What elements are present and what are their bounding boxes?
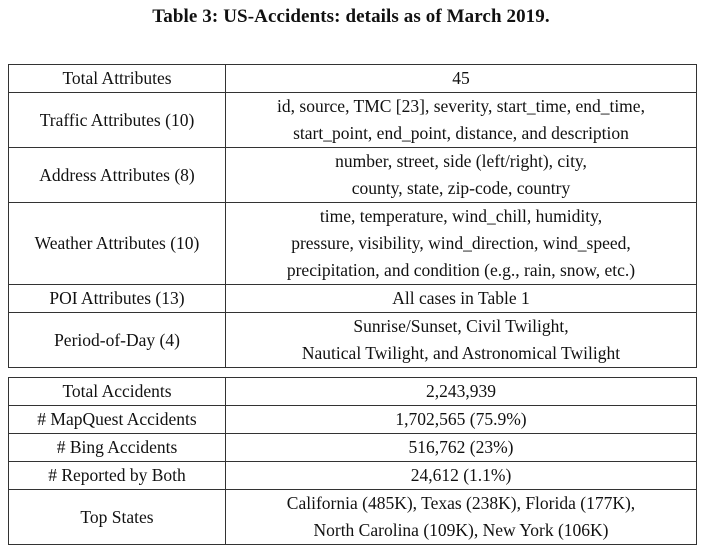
row-label: Period-of-Day (4) <box>8 312 226 368</box>
value-line: All cases in Table 1 <box>392 288 530 308</box>
value-line: time, temperature, wind_chill, humidity, <box>319 206 603 226</box>
table-row: Top States California (485K), Texas (238… <box>8 489 697 545</box>
table-row: Total Attributes 45 <box>8 64 697 93</box>
table-row: # MapQuest Accidents 1,702,565 (75.9%) <box>8 405 697 434</box>
value-line: pressure, visibility, wind_direction, wi… <box>291 233 631 253</box>
value-line: 45 <box>452 68 470 88</box>
value-line: precipitation, and condition (e.g., rain… <box>286 260 636 280</box>
value-line: 2,243,939 <box>426 381 496 401</box>
row-value: 516,762 (23%) <box>225 433 697 462</box>
table-row: Period-of-Day (4) Sunrise/Sunset, Civil … <box>8 312 697 368</box>
value-line: county, state, zip-code, country <box>351 178 571 198</box>
row-label: Address Attributes (8) <box>8 147 226 203</box>
accidents-table: Total Accidents 2,243,939 # MapQuest Acc… <box>8 377 697 545</box>
table-row: Total Accidents 2,243,939 <box>8 377 697 406</box>
caption-text: US-Accidents: details as of March 2019. <box>223 6 550 27</box>
row-value: number, street, side (left/right), city,… <box>225 147 697 203</box>
value-line: 516,762 (23%) <box>408 437 514 457</box>
row-value: id, source, TMC [23], severity, start_ti… <box>225 92 697 148</box>
value-line: Nautical Twilight, and Astronomical Twil… <box>301 343 621 363</box>
row-label: POI Attributes (13) <box>8 284 226 313</box>
value-line: id, source, TMC [23], severity, start_ti… <box>277 96 645 116</box>
table-row: Traffic Attributes (10) id, source, TMC … <box>8 92 697 148</box>
value-line: Sunrise/Sunset, Civil Twilight, <box>353 316 569 336</box>
row-label: Total Attributes <box>8 64 226 93</box>
table-row: # Reported by Both 24,612 (1.1%) <box>8 461 697 490</box>
row-value: 2,243,939 <box>225 377 697 406</box>
value-line: 24,612 (1.1%) <box>410 465 512 485</box>
attributes-table: Total Attributes 45 Traffic Attributes (… <box>8 64 697 368</box>
value-line: California (485K), Texas (238K), Florida… <box>286 493 636 513</box>
row-value: All cases in Table 1 <box>225 284 697 313</box>
table-row: # Bing Accidents 516,762 (23%) <box>8 433 697 462</box>
value-line: 1,702,565 (75.9%) <box>395 409 527 429</box>
value-line: North Carolina (109K), New York (106K) <box>313 520 609 540</box>
value-line: start_point, end_point, distance, and de… <box>293 123 629 143</box>
row-label: # MapQuest Accidents <box>8 405 226 434</box>
row-label: Traffic Attributes (10) <box>8 92 226 148</box>
table-caption: Table 3: US-Accidents: details as of Mar… <box>0 6 702 28</box>
row-label: # Reported by Both <box>8 461 226 490</box>
row-value: 1,702,565 (75.9%) <box>225 405 697 434</box>
row-value: California (485K), Texas (238K), Florida… <box>225 489 697 545</box>
row-label: # Bing Accidents <box>8 433 226 462</box>
row-value: Sunrise/Sunset, Civil Twilight, Nautical… <box>225 312 697 368</box>
row-value: time, temperature, wind_chill, humidity,… <box>225 202 697 285</box>
caption-label: Table 3: <box>152 6 219 27</box>
row-label: Top States <box>8 489 226 545</box>
row-label: Weather Attributes (10) <box>8 202 226 285</box>
row-value: 24,612 (1.1%) <box>225 461 697 490</box>
value-line: number, street, side (left/right), city, <box>335 151 587 171</box>
row-label: Total Accidents <box>8 377 226 406</box>
table-row: Address Attributes (8) number, street, s… <box>8 147 697 203</box>
row-value: 45 <box>225 64 697 93</box>
table-row: Weather Attributes (10) time, temperatur… <box>8 202 697 285</box>
table-row: POI Attributes (13) All cases in Table 1 <box>8 284 697 313</box>
